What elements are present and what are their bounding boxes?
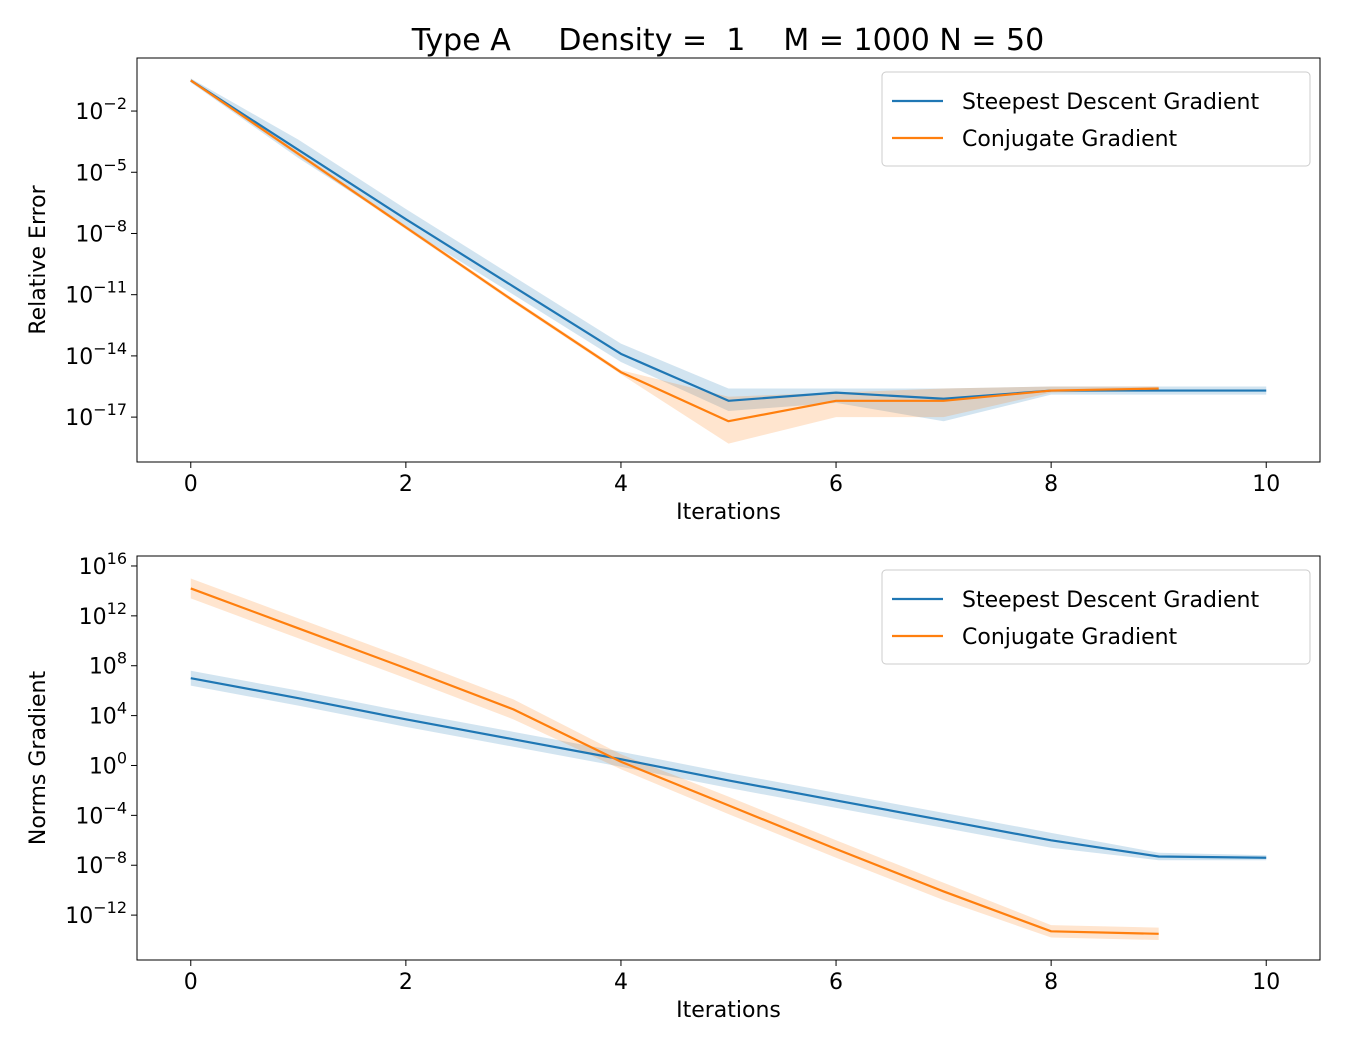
y-tick-label: 1016 xyxy=(79,549,127,580)
legend-entry: Conjugate Gradient xyxy=(962,127,1178,152)
x-tick-label: 4 xyxy=(614,970,628,995)
figure-title: Type A Density = 1 M = 1000 N = 50 xyxy=(411,23,1044,58)
conjugate-gradient-line xyxy=(190,587,1159,935)
conjugate-gradient-confidence-band xyxy=(190,578,1159,941)
legend-entry: Conjugate Gradient xyxy=(962,625,1178,650)
legend-box xyxy=(881,569,1311,665)
y-tick-label: 10−8 xyxy=(75,216,127,247)
legend-entry: Steepest Descent Gradient xyxy=(962,90,1260,115)
x-tick-label: 8 xyxy=(1044,472,1058,497)
x-tick-label: 6 xyxy=(829,472,843,497)
conjugate-gradient-line xyxy=(190,79,1159,423)
x-tick-label: 0 xyxy=(184,472,198,497)
steepest-descent-gradient-confidence-band xyxy=(190,78,1267,422)
norms-gradient-subplot: 0 2 4 6 8 10 1016 1012 108 104 100 10−4 10−8 10−12 Ite… xyxy=(26,549,1321,1023)
y-tick-label: 10−4 xyxy=(75,798,127,829)
y-axis-label: Relative Error xyxy=(26,184,51,334)
legend: Steepest Descent Gradient Conjugate Gradi… xyxy=(881,71,1311,167)
x-axis-label: Iterations xyxy=(676,500,781,525)
y-tick-label: 10−11 xyxy=(65,278,127,309)
y-tick-label: 10−5 xyxy=(75,155,127,186)
plot-area xyxy=(190,578,1267,941)
y-axis-label: Norms Gradient xyxy=(26,671,51,846)
legend: Steepest Descent Gradient Conjugate Gradi… xyxy=(881,569,1311,665)
steepest-descent-gradient-confidence-band xyxy=(190,670,1267,861)
y-tick-label: 104 xyxy=(89,699,127,730)
legend-entry: Steepest Descent Gradient xyxy=(962,588,1260,613)
steepest-descent-gradient-line xyxy=(190,677,1267,859)
x-tick-label: 4 xyxy=(614,472,628,497)
x-tick-label: 10 xyxy=(1252,472,1280,497)
x-axis-label: Iterations xyxy=(676,998,781,1023)
x-tick-label: 8 xyxy=(1044,970,1058,995)
x-tick-label: 6 xyxy=(829,970,843,995)
x-tick-label: 0 xyxy=(184,970,198,995)
y-tick-label: 10−2 xyxy=(75,94,127,125)
y-tick-label: 1012 xyxy=(79,599,127,630)
x-tick-label: 2 xyxy=(399,970,413,995)
y-tick-label: 10−8 xyxy=(75,848,127,879)
y-tick-label: 10−14 xyxy=(65,339,127,370)
y-tick-label: 100 xyxy=(89,748,127,779)
y-tick-label: 108 xyxy=(89,649,127,680)
axes-frame xyxy=(136,555,1321,961)
x-tick-label: 10 xyxy=(1252,970,1280,995)
plot-area xyxy=(190,78,1267,444)
x-tick-label: 2 xyxy=(399,472,413,497)
axes-frame xyxy=(136,57,1321,463)
legend-box xyxy=(881,71,1311,167)
y-tick-label: 10−12 xyxy=(65,898,127,929)
y-tick-label: 10−17 xyxy=(65,400,127,431)
relative-error-subplot: 0 2 4 6 8 10 10−2 10−5 10−8 10−11 10−14 10−17 Iterat… xyxy=(26,57,1321,525)
